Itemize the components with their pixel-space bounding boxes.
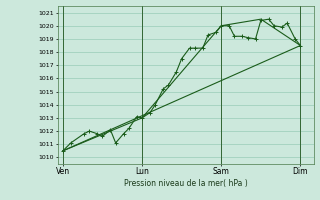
- X-axis label: Pression niveau de la mer( hPa ): Pression niveau de la mer( hPa ): [124, 179, 247, 188]
